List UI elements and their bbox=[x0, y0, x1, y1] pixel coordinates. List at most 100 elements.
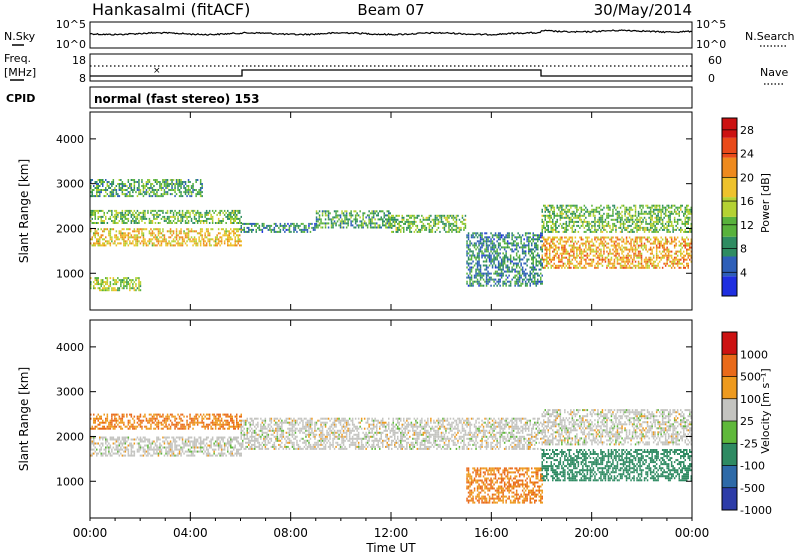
heatmap-cell bbox=[217, 423, 220, 426]
heatmap-cell bbox=[648, 258, 650, 261]
heatmap-cell bbox=[567, 240, 569, 243]
heatmap-cell bbox=[670, 250, 673, 253]
heatmap-cell bbox=[561, 206, 563, 209]
heatmap-cell bbox=[145, 183, 148, 185]
heatmap-cell bbox=[528, 280, 530, 283]
heatmap-cell bbox=[230, 238, 232, 241]
heatmap-cell bbox=[598, 212, 601, 215]
heatmap-cell bbox=[121, 191, 124, 194]
heatmap-cell bbox=[90, 446, 92, 449]
heatmap-cell bbox=[293, 224, 295, 227]
heatmap-cell bbox=[478, 242, 480, 245]
heatmap-cell bbox=[484, 256, 486, 259]
heatmap-cell bbox=[141, 427, 143, 430]
heatmap-cell bbox=[603, 228, 605, 231]
heatmap-cell bbox=[174, 217, 176, 220]
heatmap-cell bbox=[541, 282, 543, 285]
heatmap-cell bbox=[568, 222, 571, 225]
heatmap-cell bbox=[601, 214, 604, 217]
heatmap-cell bbox=[97, 228, 99, 231]
heatmap-cell bbox=[547, 228, 549, 231]
heatmap-cell bbox=[553, 224, 555, 227]
heatmap-cell bbox=[166, 217, 169, 220]
heatmap-cell bbox=[567, 228, 569, 231]
heatmap-cell bbox=[457, 214, 459, 217]
heatmap-cell bbox=[589, 230, 592, 233]
heatmap-cell bbox=[120, 281, 122, 284]
heatmap-cell bbox=[667, 224, 670, 227]
heatmap-cell bbox=[433, 218, 435, 221]
heatmap-cell bbox=[153, 232, 155, 235]
heatmap-cell bbox=[624, 214, 626, 217]
heatmap-cell bbox=[222, 220, 224, 222]
heatmap-cell bbox=[153, 185, 155, 187]
heatmap-cell bbox=[574, 216, 577, 219]
heatmap-cell bbox=[114, 215, 116, 218]
heatmap-cell bbox=[105, 281, 107, 284]
heatmap-cell bbox=[132, 217, 134, 220]
heatmap-cell bbox=[205, 244, 208, 247]
heatmap-cell bbox=[607, 206, 610, 209]
heatmap-cell bbox=[317, 226, 319, 229]
heatmap-cell bbox=[636, 256, 638, 259]
heatmap-cell bbox=[678, 258, 680, 261]
heatmap-cell bbox=[136, 236, 139, 239]
heatmap-cell bbox=[127, 238, 130, 241]
heatmap-cell bbox=[470, 268, 473, 271]
heatmap-cell bbox=[190, 417, 193, 420]
heatmap-cell bbox=[151, 232, 154, 235]
heatmap-cell bbox=[130, 189, 133, 191]
heatmap-cell bbox=[153, 179, 155, 181]
heatmap-cell bbox=[157, 240, 160, 243]
heatmap-cell bbox=[413, 214, 416, 217]
heatmap-cell bbox=[138, 415, 140, 418]
heatmap-cell bbox=[339, 224, 342, 227]
heatmap-cell bbox=[124, 236, 127, 239]
heatmap-cell bbox=[561, 204, 563, 207]
heatmap-cell bbox=[657, 242, 659, 245]
heatmap-cell bbox=[509, 270, 512, 273]
heatmap-cell bbox=[612, 204, 614, 207]
heatmap-cell bbox=[228, 215, 230, 218]
heatmap-cell bbox=[192, 230, 194, 233]
heatmap-cell bbox=[181, 181, 184, 183]
heatmap-cell bbox=[165, 238, 167, 241]
heatmap-cell bbox=[588, 244, 590, 247]
velocity-heatmap bbox=[90, 409, 692, 504]
heatmap-cell bbox=[239, 234, 241, 237]
heatmap-cell bbox=[178, 421, 181, 424]
heatmap-cell bbox=[202, 244, 205, 247]
heatmap-cell bbox=[684, 230, 686, 233]
heatmap-cell bbox=[597, 220, 599, 223]
heatmap-cell bbox=[403, 226, 405, 229]
heatmap-cell bbox=[577, 208, 580, 211]
heatmap-cell bbox=[649, 208, 652, 211]
heatmap-cell bbox=[690, 230, 692, 233]
heatmap-cell bbox=[621, 210, 623, 213]
heatmap-cell bbox=[573, 242, 575, 245]
heatmap-cell bbox=[655, 230, 658, 233]
heatmap-cell bbox=[493, 284, 495, 287]
heatmap-cell bbox=[237, 427, 239, 430]
heatmap-cell bbox=[341, 212, 343, 215]
heatmap-cell bbox=[603, 224, 605, 227]
heatmap-cell bbox=[473, 280, 476, 283]
heatmap-cell bbox=[94, 421, 96, 424]
heatmap-cell bbox=[168, 222, 170, 224]
heatmap-cell bbox=[461, 222, 464, 225]
heatmap-cell bbox=[190, 419, 193, 422]
heatmap-cell bbox=[210, 244, 212, 247]
heatmap-cell bbox=[639, 244, 641, 247]
heatmap-cell bbox=[97, 281, 99, 284]
heatmap-cell bbox=[341, 222, 343, 225]
heatmap-cell bbox=[150, 232, 152, 235]
heatmap-cell bbox=[133, 209, 136, 212]
heatmap-cell bbox=[549, 248, 551, 251]
heatmap-cell bbox=[559, 222, 562, 225]
heatmap-cell bbox=[506, 242, 509, 245]
heatmap-cell bbox=[571, 230, 574, 233]
heatmap-cell bbox=[493, 242, 495, 245]
heatmap-cell bbox=[145, 217, 148, 220]
heatmap-cell bbox=[220, 209, 223, 212]
heatmap-cell bbox=[478, 272, 480, 275]
